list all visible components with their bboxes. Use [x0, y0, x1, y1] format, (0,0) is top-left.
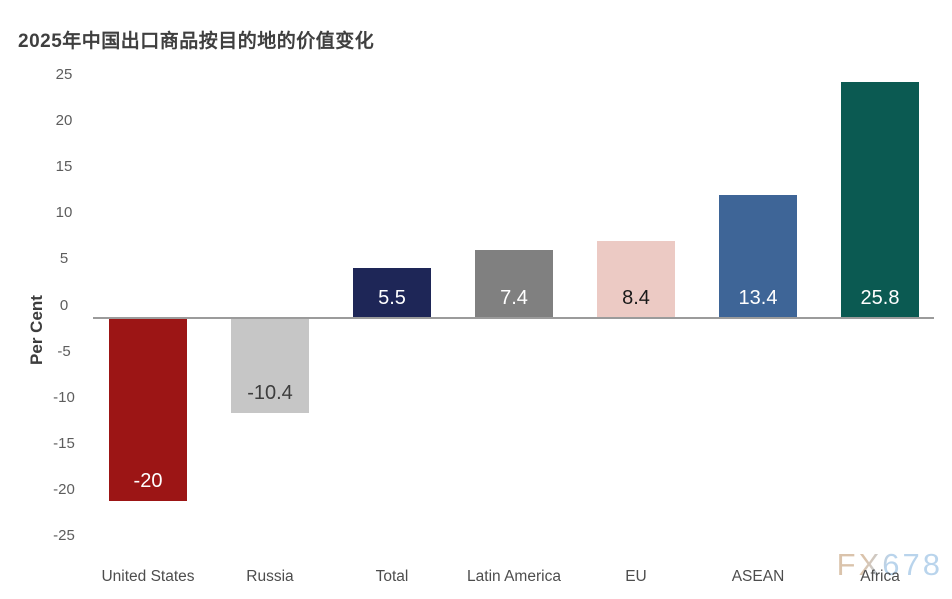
bar-russia: -10.4 [231, 318, 309, 414]
chart-title: 2025年中国出口商品按目的地的价值变化 [18, 31, 375, 52]
bar-eu: 8.4 [597, 241, 675, 318]
bar-africa: 25.8 [841, 81, 919, 318]
watermark: FX678 [836, 547, 943, 582]
y-tick-label: 0 [59, 296, 69, 314]
y-tick-label: 20 [55, 112, 73, 130]
y-tick-label: -20 [53, 480, 75, 498]
y-tick-label: -25 [53, 527, 75, 544]
bar-value-label: 7.4 [500, 286, 528, 309]
bar-value-label: 8.4 [622, 286, 650, 309]
y-tick-label: -10 [53, 388, 75, 406]
x-axis-label-latin-america: Latin America [467, 568, 561, 585]
x-axis-label-africa: Africa [860, 568, 900, 585]
y-tick-label: 25 [55, 66, 73, 83]
y-tick-label: 10 [55, 204, 73, 222]
x-axis-label-russia: Russia [246, 568, 294, 585]
bar-value-label: -20 [133, 470, 163, 492]
bar-total: 5.5 [353, 267, 431, 318]
y-tick-label: -15 [53, 434, 75, 452]
bar-latin-america: 7.4 [475, 250, 553, 318]
bar-value-label: 5.5 [378, 286, 406, 309]
y-tick-label: 15 [55, 158, 73, 176]
bar-asean: 13.4 [719, 195, 797, 318]
x-axis-label-total: Total [375, 568, 409, 585]
y-tick-label: -5 [57, 342, 71, 360]
zero-axis-line [93, 317, 934, 319]
bar-value-label: 25.8 [860, 286, 900, 309]
y-tick-label: 5 [59, 250, 69, 268]
bar-value-label: 13.4 [738, 286, 778, 309]
x-axis-label-asean: ASEAN [731, 568, 785, 585]
x-axis-label-eu: EU [625, 568, 647, 585]
bar-value-label: -10.4 [247, 382, 293, 405]
bar-united-states: -20 [109, 318, 187, 501]
x-axis-label-united-states: United States [101, 568, 195, 585]
